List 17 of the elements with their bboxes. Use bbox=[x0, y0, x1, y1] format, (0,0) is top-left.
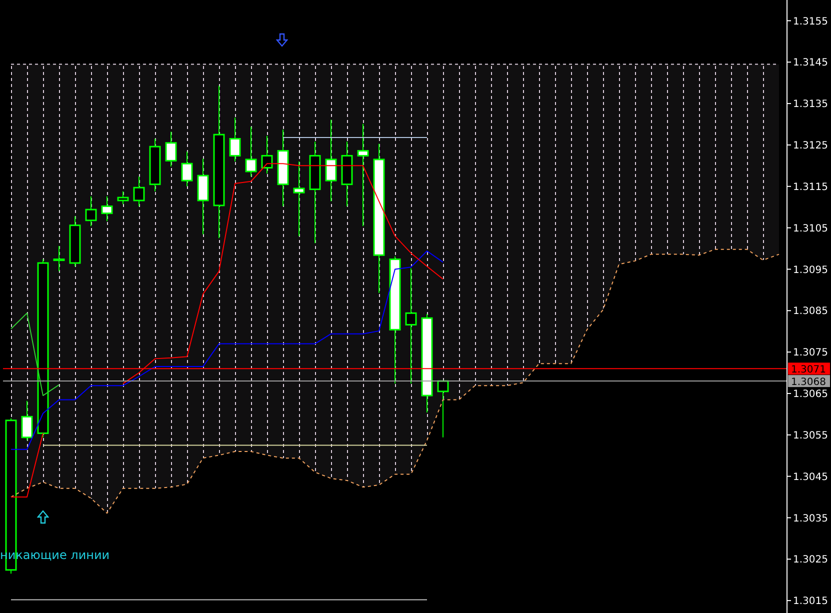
y-tick-label: 1.3045 bbox=[793, 472, 828, 483]
y-tick-label: 1.3105 bbox=[793, 223, 828, 234]
y-tick-label: 1.3135 bbox=[793, 99, 828, 110]
y-tick-label: 1.3115 bbox=[793, 182, 828, 193]
ref-line-label: 1.3071 bbox=[791, 364, 826, 376]
ref-line-label: 1.3068 bbox=[791, 377, 826, 388]
y-tick-label: 1.3145 bbox=[793, 58, 828, 69]
y-tick-label: 1.3085 bbox=[793, 306, 828, 318]
y-tick-label: 1.3095 bbox=[793, 264, 828, 276]
y-tick-label: 1.3075 bbox=[793, 348, 828, 359]
y-tick-label: 1.3015 bbox=[793, 596, 828, 608]
y-tick-label: 1.3125 bbox=[793, 140, 828, 152]
y-tick-label: 1.3155 bbox=[793, 16, 828, 28]
y-tick-label: 1.3055 bbox=[793, 430, 828, 442]
y-tick-label: 1.3035 bbox=[793, 513, 828, 524]
y-tick-label: 1.3065 bbox=[793, 389, 828, 400]
y-tick-label: 1.3025 bbox=[793, 554, 828, 566]
